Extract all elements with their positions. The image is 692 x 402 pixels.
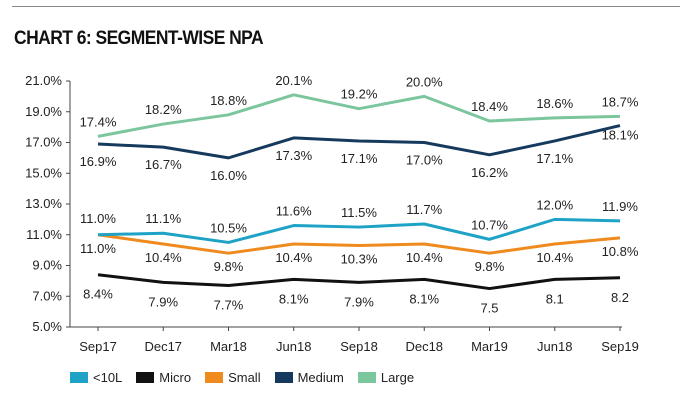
y-tick-label: 21.0% <box>25 73 62 88</box>
y-tick-label: 19.0% <box>25 104 62 119</box>
data-label-micro: 7.5 <box>480 301 498 316</box>
data-label-10l: 11.5% <box>341 205 377 220</box>
x-tick-label: Mar18 <box>210 339 247 354</box>
data-label-small: 10.8% <box>602 244 639 259</box>
data-label-large: 18.2% <box>145 102 182 117</box>
x-tick-label: Jun18 <box>276 339 311 354</box>
data-label-small: 9.8% <box>475 259 505 274</box>
data-label-small: 10.4% <box>536 250 573 265</box>
data-label-large: 18.6% <box>536 96 573 111</box>
data-label-large: 20.1% <box>275 73 312 88</box>
legend-item: Small <box>205 370 261 385</box>
data-label-micro: 8.4% <box>83 287 113 302</box>
y-tick-label: 13.0% <box>25 196 62 211</box>
y-tick-label: 15.0% <box>25 165 62 180</box>
data-label-small: 10.4% <box>145 250 182 265</box>
y-tick-label: 7.0% <box>32 288 62 303</box>
x-tick-label: Mar19 <box>471 339 508 354</box>
series-line-large <box>97 93 621 138</box>
data-label-medium: 16.2% <box>471 165 508 180</box>
data-label-micro: 8.1% <box>409 291 439 306</box>
legend-item: <10L <box>70 370 122 385</box>
series-line-small <box>97 233 621 255</box>
data-label-medium: 16.7% <box>145 157 182 172</box>
y-tick-label: 9.0% <box>32 258 62 273</box>
data-label-medium: 17.0% <box>406 153 443 168</box>
data-label-10l: 11.0% <box>80 211 116 226</box>
data-label-10l: 11.1% <box>145 211 181 226</box>
legend-label: Medium <box>297 370 344 385</box>
x-tick-label: Dec18 <box>405 339 443 354</box>
chart-title: CHART 6: SEGMENT-WISE NPA <box>14 28 264 49</box>
data-label-10l: 10.7% <box>471 217 508 232</box>
y-tick-label: 11.0% <box>26 227 62 242</box>
data-label-10l: 12.0% <box>536 197 573 212</box>
legend-label: Large <box>380 370 415 385</box>
series-line-medium <box>97 124 621 160</box>
data-label-medium: 17.1% <box>536 151 573 166</box>
x-tick-label: Jun18 <box>537 339 572 354</box>
data-label-micro: 8.1 <box>546 291 564 306</box>
data-label-small: 10.4% <box>406 250 443 265</box>
y-tick-label: 17.0% <box>25 135 62 150</box>
y-tick-label: 5.0% <box>32 319 62 334</box>
data-label-large: 18.7% <box>602 94 639 109</box>
data-label-micro: 7.9% <box>344 294 374 309</box>
data-label-medium: 16.9% <box>80 154 117 169</box>
legend-label: Micro <box>159 370 192 385</box>
legend-item: Medium <box>274 370 344 385</box>
data-label-large: 18.8% <box>210 93 247 108</box>
chart-legend: <10L Micro Small Medium Large <box>70 370 414 385</box>
series-line-10l <box>97 217 621 244</box>
data-label-medium: 17.3% <box>275 148 312 163</box>
legend-swatch <box>274 372 293 383</box>
data-label-small: 10.3% <box>341 252 378 267</box>
data-label-medium: 16.0% <box>210 168 247 183</box>
x-tick-label: Dec17 <box>144 339 182 354</box>
x-tick-label: Sep19 <box>601 339 639 354</box>
data-label-micro: 8.1% <box>279 291 309 306</box>
data-label-micro: 7.7% <box>214 297 244 312</box>
data-label-10l: 11.7% <box>406 202 442 217</box>
data-label-medium: 17.1% <box>341 151 378 166</box>
legend-swatch <box>136 372 155 383</box>
data-label-small: 11.0% <box>80 241 116 256</box>
legend-swatch <box>357 372 376 383</box>
legend-label: <10L <box>93 370 123 385</box>
data-label-10l: 10.5% <box>210 220 247 235</box>
data-label-large: 19.2% <box>341 87 378 102</box>
series-line-micro <box>97 273 621 291</box>
top-rule <box>12 6 680 7</box>
x-tick-label: Sep17 <box>79 339 117 354</box>
legend-label: Small <box>228 370 261 385</box>
legend-swatch <box>70 372 88 383</box>
data-label-small: 9.8% <box>214 259 244 274</box>
legend-swatch <box>205 372 224 383</box>
data-label-large: 20.0% <box>406 74 443 89</box>
data-label-micro: 8.2 <box>611 290 629 305</box>
data-label-micro: 7.9% <box>148 294 178 309</box>
legend-item: Large <box>357 370 415 385</box>
data-label-10l: 11.9% <box>602 199 638 214</box>
data-label-large: 18.4% <box>471 99 508 114</box>
data-label-small: 10.4% <box>275 250 312 265</box>
legend-item: Micro <box>136 370 191 385</box>
data-label-medium: 18.1% <box>602 128 639 143</box>
x-tick-label: Sep18 <box>340 339 378 354</box>
data-label-10l: 11.6% <box>276 204 312 219</box>
data-label-large: 17.4% <box>80 114 117 129</box>
